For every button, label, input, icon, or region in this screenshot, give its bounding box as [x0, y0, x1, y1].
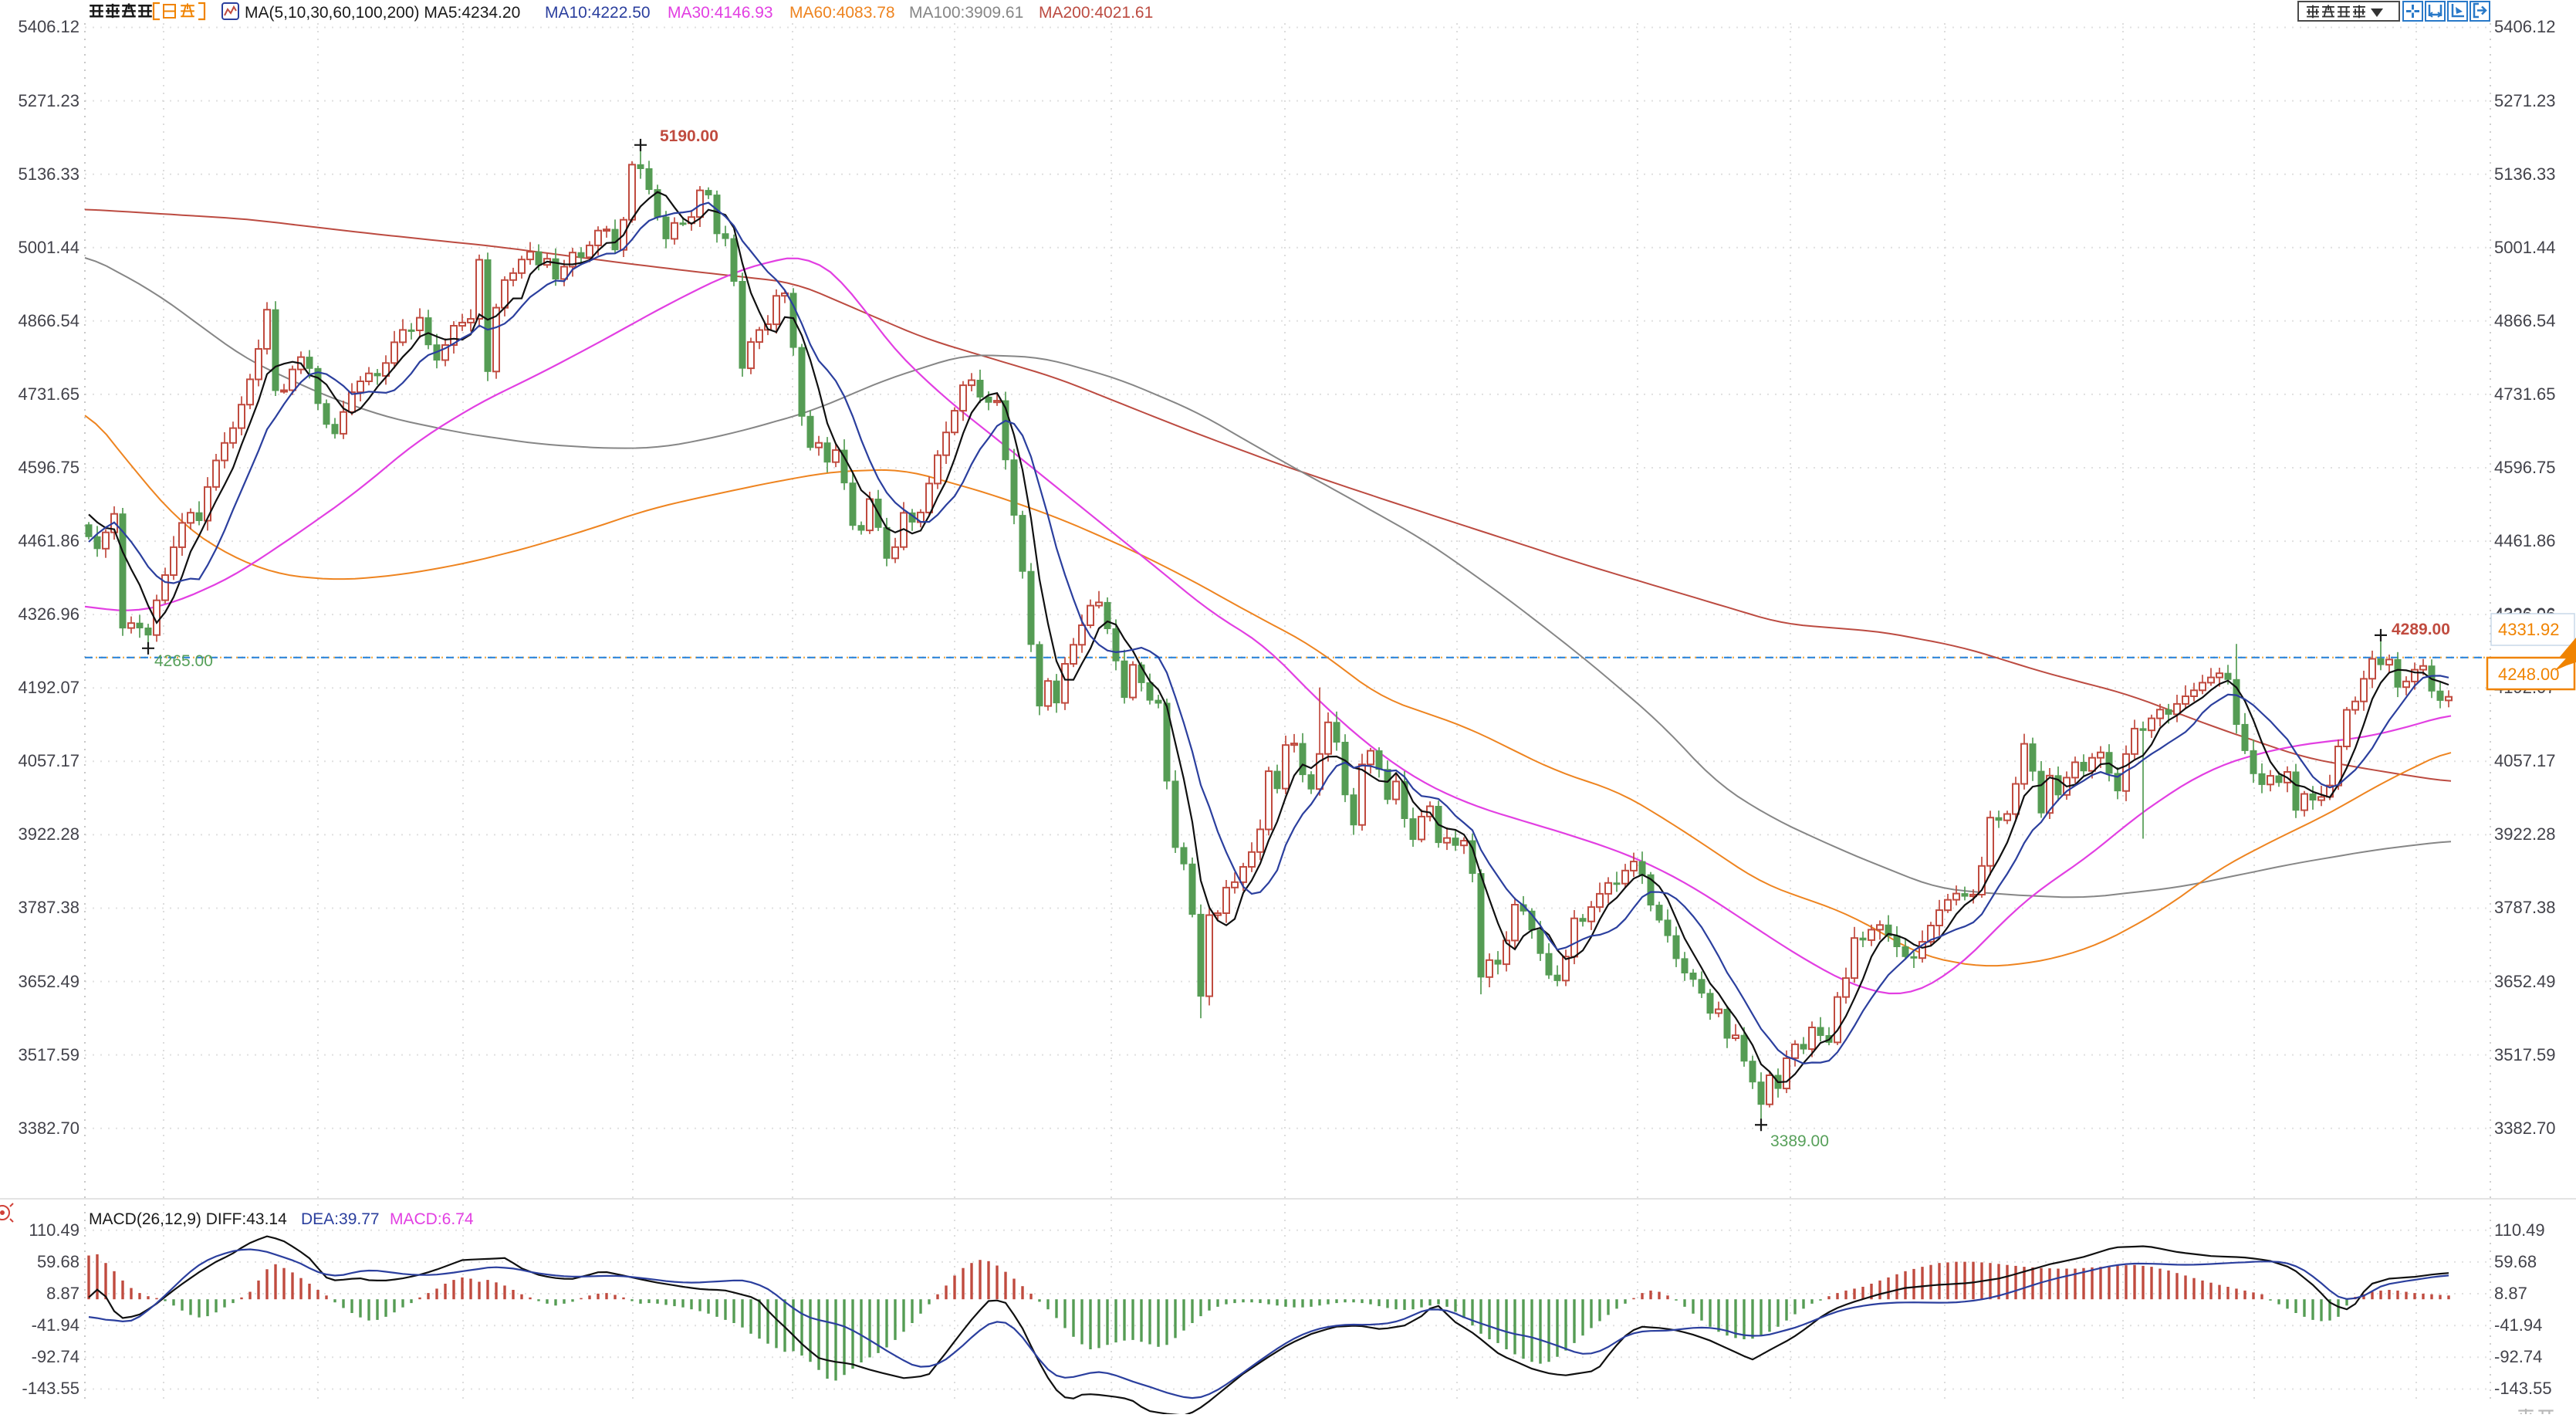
svg-text:4731.65: 4731.65 [18, 384, 79, 404]
svg-text:4866.54: 4866.54 [2494, 311, 2556, 330]
svg-text:3382.70: 3382.70 [18, 1118, 79, 1138]
svg-text:3787.38: 3787.38 [18, 898, 79, 917]
svg-text:5406.12: 5406.12 [2494, 17, 2556, 36]
svg-text:4248.00: 4248.00 [2498, 665, 2560, 684]
svg-text:5406.12: 5406.12 [18, 17, 79, 36]
svg-text:MACD(26,12,9) DIFF:43.14: MACD(26,12,9) DIFF:43.14 [89, 1210, 287, 1228]
svg-text:3517.59: 3517.59 [2494, 1045, 2556, 1064]
svg-text:3382.70: 3382.70 [2494, 1118, 2556, 1138]
svg-text:3517.59: 3517.59 [18, 1045, 79, 1064]
svg-text:4866.54: 4866.54 [18, 311, 79, 330]
svg-text:4326.96: 4326.96 [18, 604, 79, 624]
svg-text:-92.74: -92.74 [2494, 1347, 2542, 1366]
svg-text:MA30:4146.93: MA30:4146.93 [668, 4, 773, 22]
svg-text:5001.44: 5001.44 [18, 238, 79, 257]
svg-text:5136.33: 5136.33 [18, 164, 79, 184]
svg-text:-92.74: -92.74 [32, 1347, 79, 1366]
svg-text:5271.23: 5271.23 [2494, 91, 2556, 110]
svg-text:4596.75: 4596.75 [2494, 458, 2556, 477]
svg-text:-41.94: -41.94 [32, 1315, 79, 1335]
svg-text:8.87: 8.87 [46, 1284, 79, 1303]
svg-text:4057.17: 4057.17 [2494, 751, 2556, 770]
svg-text:MA10:4222.50: MA10:4222.50 [545, 4, 651, 22]
svg-text:4596.75: 4596.75 [18, 458, 79, 477]
svg-text:MACD:6.74: MACD:6.74 [390, 1210, 474, 1228]
svg-text:4289.00: 4289.00 [2392, 621, 2450, 638]
svg-text:4192.07: 4192.07 [18, 678, 79, 697]
svg-text:110.49: 110.49 [2494, 1220, 2545, 1240]
svg-text:5136.33: 5136.33 [2494, 164, 2556, 184]
svg-text:MA(5,10,30,60,100,200) MA5:42: MA(5,10,30,60,100,200) MA5:4234.20 [245, 4, 520, 22]
svg-text:MA60:4083.78: MA60:4083.78 [789, 4, 895, 22]
svg-text:110.49: 110.49 [29, 1220, 79, 1240]
svg-text:4057.17: 4057.17 [18, 751, 79, 770]
svg-text:MA100:3909.61: MA100:3909.61 [909, 4, 1023, 22]
svg-text:4331.92: 4331.92 [2498, 620, 2560, 639]
svg-text:59.68: 59.68 [37, 1252, 79, 1271]
svg-text:5190.00: 5190.00 [660, 127, 718, 145]
svg-text:4461.86: 4461.86 [2494, 531, 2556, 550]
svg-text:59.68: 59.68 [2494, 1252, 2537, 1271]
svg-text:3652.49: 3652.49 [18, 972, 79, 991]
svg-text:-143.55: -143.55 [2494, 1379, 2552, 1398]
svg-text:DEA:39.77: DEA:39.77 [301, 1210, 380, 1228]
svg-text:8.87: 8.87 [2494, 1284, 2527, 1303]
svg-text:-41.94: -41.94 [2494, 1315, 2542, 1335]
svg-text:4731.65: 4731.65 [2494, 384, 2556, 404]
svg-text:5271.23: 5271.23 [18, 91, 79, 110]
svg-text:5001.44: 5001.44 [2494, 238, 2556, 257]
svg-text:4461.86: 4461.86 [18, 531, 79, 550]
svg-text:4265.00: 4265.00 [154, 652, 213, 670]
svg-text:-143.55: -143.55 [22, 1379, 79, 1398]
svg-text:3652.49: 3652.49 [2494, 972, 2556, 991]
svg-text:3389.00: 3389.00 [1770, 1132, 1829, 1150]
svg-text:3922.28: 3922.28 [2494, 824, 2556, 844]
svg-text:3922.28: 3922.28 [18, 824, 79, 844]
svg-text:3787.38: 3787.38 [2494, 898, 2556, 917]
svg-text:MA200:4021.61: MA200:4021.61 [1039, 4, 1153, 22]
